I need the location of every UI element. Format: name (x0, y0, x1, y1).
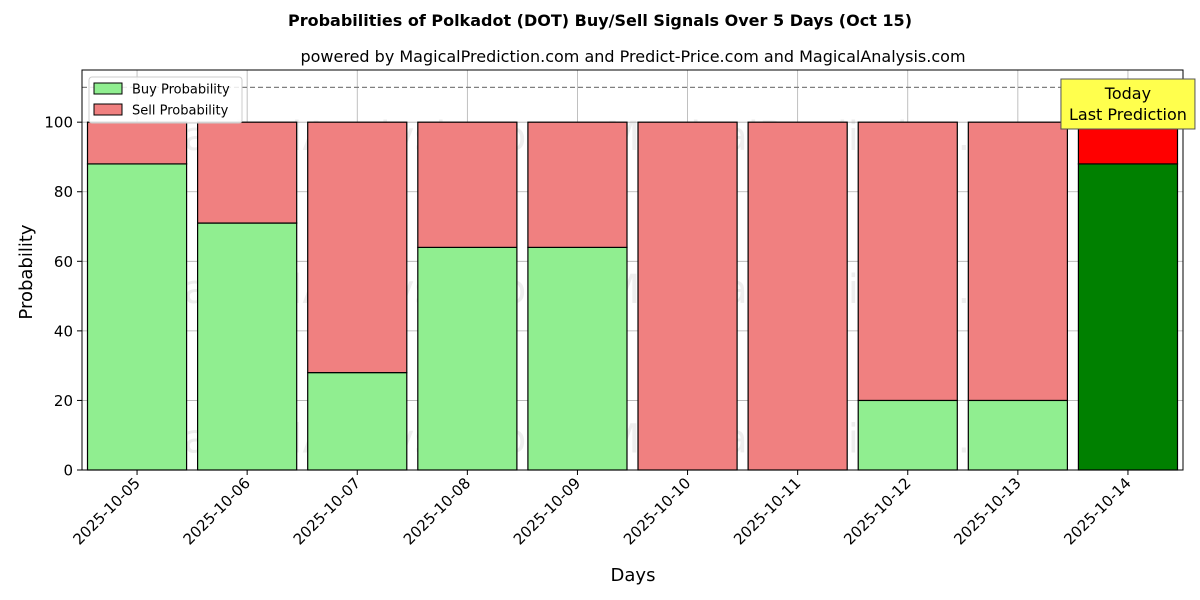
annotation-text: Today (1104, 84, 1151, 103)
x-tick-label: 2025-10-06 (180, 474, 254, 548)
sell-bar (307, 121, 408, 374)
buy-bar (197, 222, 298, 471)
x-tick-label: 2025-10-07 (290, 474, 364, 548)
x-axis-label: Days (611, 565, 656, 586)
legend-label: Sell Probability (132, 104, 229, 119)
buy-bar (967, 399, 1068, 471)
sell-bar (527, 121, 628, 248)
y-tick-label: 100 (44, 114, 73, 132)
buy-bar (307, 372, 408, 471)
y-axis-ticks: 0 20 40 60 80 100 (44, 114, 82, 480)
sell-bar (857, 121, 958, 402)
x-tick-label: 2025-10-08 (400, 474, 474, 548)
annotation-text: Last Prediction (1069, 105, 1187, 124)
x-tick-label: 2025-10-12 (840, 474, 914, 548)
annotation-box (1060, 78, 1196, 130)
y-tick-label: 0 (63, 462, 73, 480)
x-tick-label: 2025-10-10 (620, 474, 694, 548)
y-axis-label: Probability (16, 224, 37, 319)
x-tick-label: 2025-10-09 (510, 474, 584, 548)
buy-bar (417, 246, 518, 471)
sell-bar (417, 121, 518, 248)
y-tick-label: 20 (54, 392, 73, 410)
x-tick-label: 2025-10-13 (950, 474, 1024, 548)
sell-bar (747, 121, 848, 471)
buy-bar (86, 163, 188, 471)
plot-frame (81, 69, 1184, 471)
x-axis-ticks: 2025-10-05 2025-10-06 2025-10-07 2025-10-08… (69, 470, 1135, 548)
buy-bar (1077, 163, 1179, 471)
x-tick-label: 2025-10-05 (69, 474, 143, 548)
sell-bar (197, 121, 298, 224)
bars (86, 121, 1179, 471)
x-tick-label: 2025-10-11 (730, 474, 804, 548)
chart-subtitle: powered by MagicalPrediction.com and Pre… (300, 47, 965, 66)
today-annotation: Today Last Prediction (1060, 78, 1196, 130)
sell-bar (86, 121, 188, 165)
legend-swatch (93, 103, 123, 116)
legend-label: Buy Probability (132, 83, 230, 98)
legend: Buy Probability Sell Probability (88, 76, 243, 124)
sell-bar (637, 121, 738, 471)
buy-bar (857, 399, 958, 471)
chart-title: Probabilities of Polkadot (DOT) Buy/Sell… (288, 11, 912, 30)
legend-swatch (93, 82, 123, 95)
x-tick-label: 2025-10-14 (1060, 474, 1134, 548)
y-tick-label: 60 (54, 253, 73, 271)
y-tick-label: 40 (54, 322, 73, 340)
legend-box (88, 76, 243, 124)
sell-bar (967, 121, 1068, 402)
y-tick-label: 80 (54, 183, 73, 201)
buy-bar (527, 246, 628, 471)
